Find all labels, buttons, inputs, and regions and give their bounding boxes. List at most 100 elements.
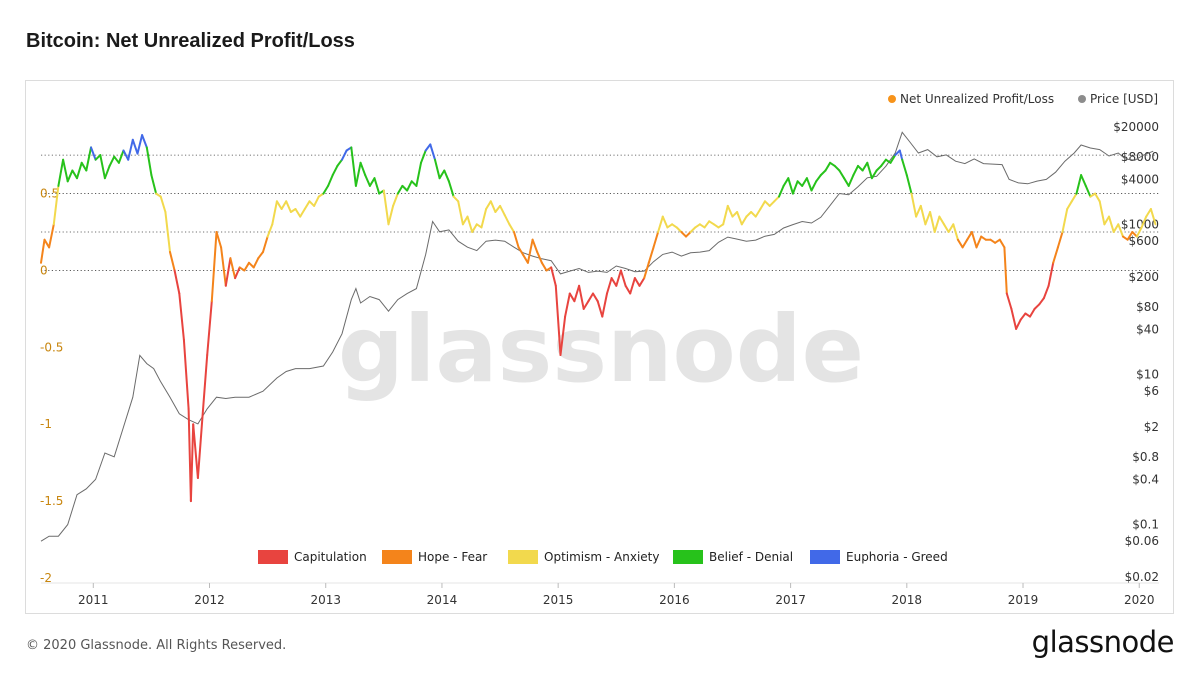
left-tick-label: 0 xyxy=(40,263,48,277)
nupl-segment xyxy=(224,257,232,287)
nupl-segment xyxy=(76,161,83,180)
nupl-segment xyxy=(578,284,585,310)
x-tick-label: 2013 xyxy=(310,593,341,607)
legend-bottom-label: Hope - Fear xyxy=(418,550,487,564)
x-tick-label: 2017 xyxy=(775,593,806,607)
nupl-segment xyxy=(43,238,51,249)
nupl-segment xyxy=(540,261,548,272)
nupl-segment xyxy=(661,215,669,229)
nupl-segment xyxy=(327,174,334,187)
right-axis: $20000$8000$4000$1000$600$200$80$40$10$6… xyxy=(1113,120,1159,584)
nupl-series xyxy=(40,134,1157,503)
nupl-segment xyxy=(870,169,878,180)
nupl-segment xyxy=(452,195,460,203)
price-series xyxy=(40,131,1154,542)
nupl-segment xyxy=(1003,246,1008,295)
nupl-segment xyxy=(1038,297,1045,306)
nupl-segment xyxy=(564,292,571,318)
nupl-segment xyxy=(178,292,185,341)
nupl-segment xyxy=(103,164,111,180)
nupl-segment xyxy=(550,266,557,287)
legend-top-label: Net Unrealized Profit/Loss xyxy=(900,92,1054,106)
nupl-segment xyxy=(1117,223,1124,238)
nupl-segment xyxy=(801,177,808,187)
nupl-segment xyxy=(303,200,311,210)
nupl-segment xyxy=(196,415,204,479)
nupl-segment xyxy=(220,246,227,287)
legend-bottom-swatch xyxy=(508,550,538,564)
nupl-segment xyxy=(257,251,264,260)
nupl-segment xyxy=(961,238,969,249)
nupl-segment xyxy=(382,189,390,226)
nupl-segment xyxy=(629,277,636,295)
nupl-segment xyxy=(285,200,292,213)
nupl-segment xyxy=(396,184,404,195)
nupl-segment xyxy=(680,231,687,238)
nupl-segment xyxy=(880,158,887,167)
nupl-segment xyxy=(596,300,604,318)
nupl-segment xyxy=(778,184,785,198)
x-tick-label: 2014 xyxy=(427,593,458,607)
nupl-segment xyxy=(141,134,148,149)
nupl-segment xyxy=(131,138,139,155)
nupl-segment xyxy=(722,204,729,226)
nupl-segment xyxy=(485,200,492,210)
nupl-segment xyxy=(633,277,641,287)
nupl-segment xyxy=(136,134,144,155)
nupl-segment xyxy=(192,423,199,479)
nupl-segment xyxy=(754,208,762,218)
nupl-segment xyxy=(99,154,106,180)
nupl-segment xyxy=(1103,215,1110,226)
nupl-segment xyxy=(796,180,804,187)
chart-panel: glassnode 2011 2012 2013 2014 2015 2016 2017 20… xyxy=(25,80,1174,614)
nupl-segment xyxy=(66,169,74,183)
brand-logo: glassnode xyxy=(1031,625,1175,659)
nupl-segment xyxy=(280,200,288,210)
nupl-segment xyxy=(508,223,515,233)
nupl-segment xyxy=(998,238,1006,249)
left-tick-label: 0.5 xyxy=(40,187,59,201)
nupl-segment xyxy=(513,231,520,249)
nupl-segment xyxy=(401,184,409,192)
nupl-segment xyxy=(536,251,543,264)
nupl-segment xyxy=(601,292,608,318)
nupl-segment xyxy=(159,195,167,213)
nupl-segment xyxy=(1029,307,1036,318)
nupl-segment xyxy=(503,214,511,226)
nupl-segment xyxy=(52,184,60,226)
nupl-segment xyxy=(810,180,818,192)
nupl-segment xyxy=(275,200,283,210)
nupl-segment xyxy=(1098,200,1106,226)
nupl-segment xyxy=(424,143,432,152)
right-tick-label: $200 xyxy=(1128,270,1159,284)
right-tick-label: $0.4 xyxy=(1132,472,1159,486)
nupl-segment xyxy=(606,277,613,295)
nupl-segment xyxy=(1005,292,1013,310)
nupl-segment xyxy=(657,215,664,233)
nupl-segment xyxy=(587,292,594,303)
legend-bottom-swatch xyxy=(382,550,412,564)
nupl-segment xyxy=(975,235,983,249)
right-tick-label: $600 xyxy=(1128,234,1159,248)
nupl-segment xyxy=(526,238,534,264)
nupl-segment xyxy=(824,161,832,172)
nupl-segment xyxy=(1080,174,1087,187)
nupl-segment xyxy=(905,174,913,195)
nupl-segment xyxy=(1056,231,1064,249)
nupl-segment xyxy=(866,161,873,180)
nupl-segment xyxy=(759,200,766,210)
nupl-segment xyxy=(1052,246,1059,264)
nupl-segment xyxy=(461,215,469,226)
nupl-segment xyxy=(182,338,190,410)
nupl-segment xyxy=(554,284,562,356)
nupl-segment xyxy=(791,180,799,195)
nupl-segment xyxy=(624,284,632,295)
nupl-segment xyxy=(169,251,176,272)
nupl-segment xyxy=(919,204,927,226)
x-axis: 2011 2012 2013 2014 2015 2016 2017 2018 2019 2020 xyxy=(78,583,1155,607)
nupl-segment xyxy=(438,169,446,180)
nupl-segment xyxy=(531,238,539,253)
left-axis: 0.5 0 -0.5 -1 -1.5 -2 xyxy=(40,187,63,585)
nupl-segment xyxy=(350,146,357,187)
nupl-segment xyxy=(150,174,158,195)
